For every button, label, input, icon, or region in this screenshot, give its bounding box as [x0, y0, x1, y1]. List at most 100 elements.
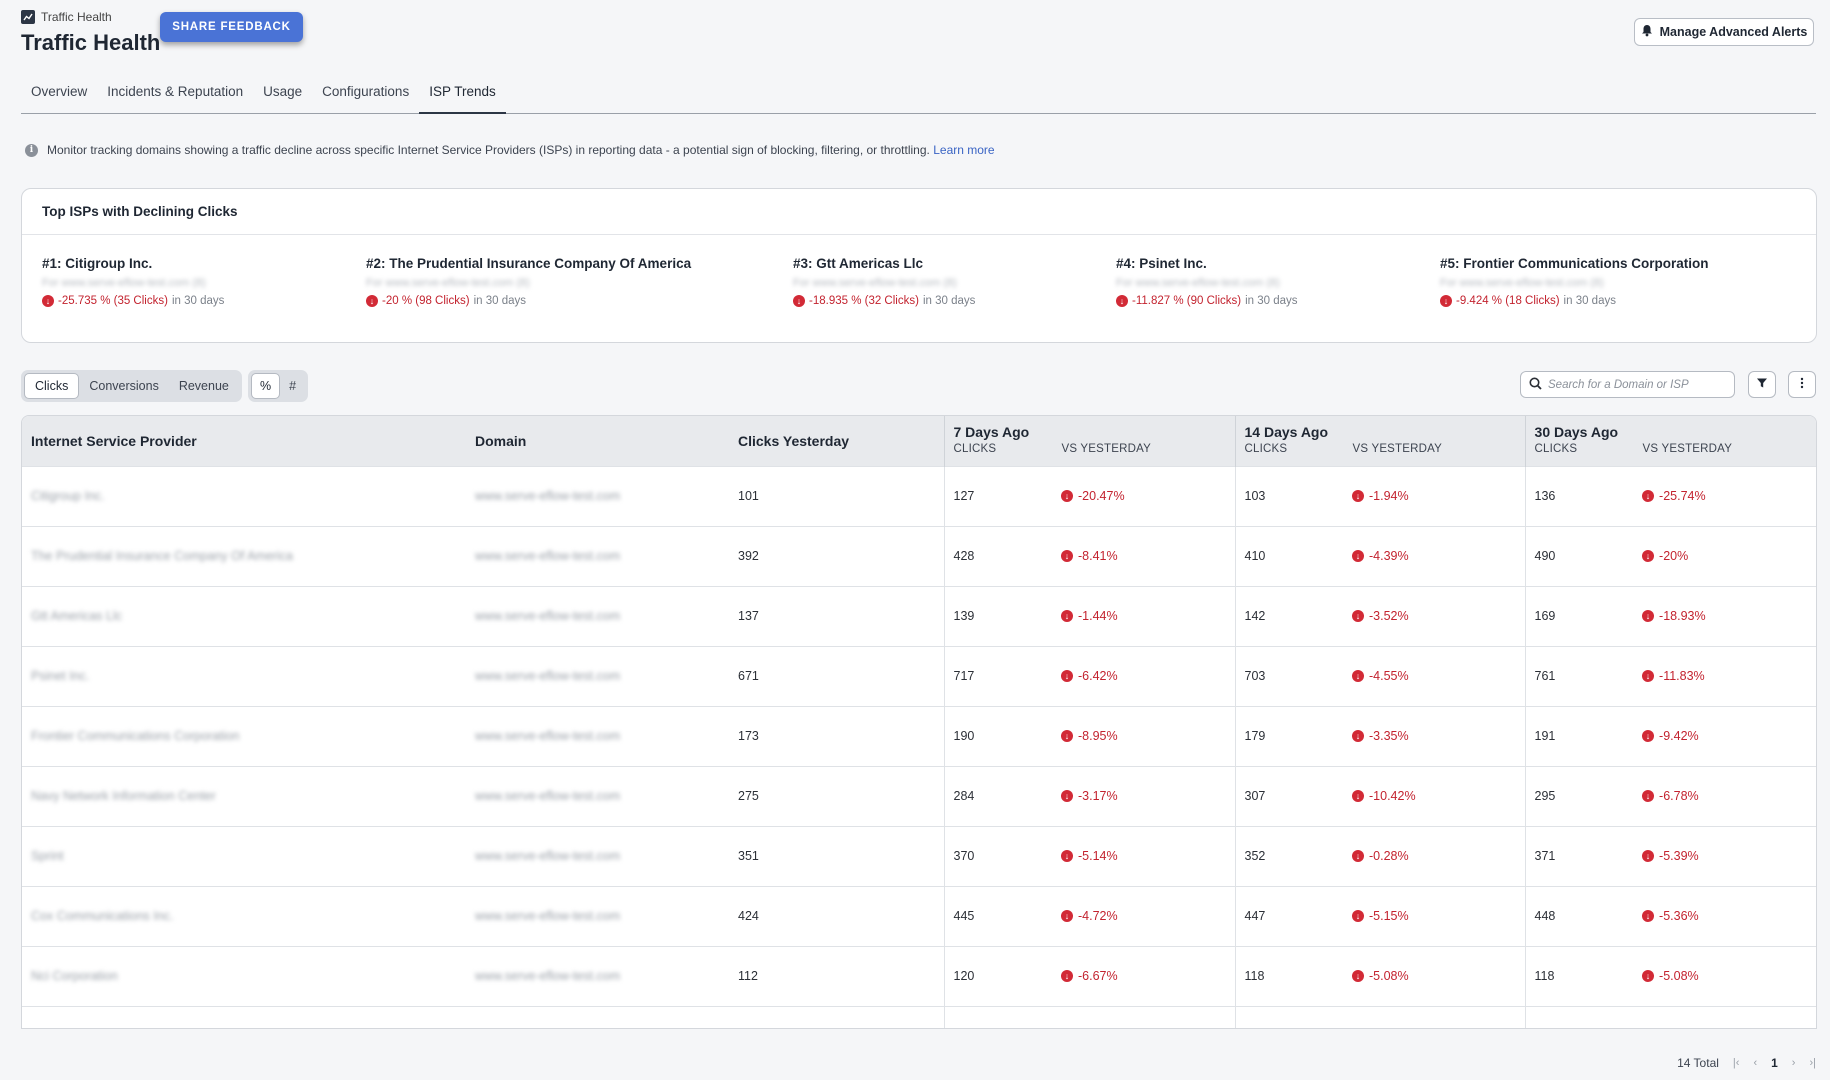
col-isp[interactable]: Internet Service Provider [31, 432, 197, 449]
table-row[interactable]: Gtt Americas Llc www.serve-eflow-test.com… [22, 585, 1816, 646]
delta: ↓ -20% [1642, 549, 1816, 563]
unit-percent[interactable]: % [251, 373, 281, 399]
col-vs-yesterday[interactable]: VS YESTERDAY [1642, 443, 1733, 455]
empty-cell [729, 1005, 944, 1028]
top-isps-card: Top ISPs with Declining Clicks #1: Citig… [21, 188, 1817, 343]
filter-button[interactable] [1748, 371, 1776, 398]
isp-name[interactable]: Frontier Communications Corporation [31, 729, 240, 743]
clicks-30-days-cell: 761 [1524, 645, 1634, 706]
top-isp-delta: ↓ -18.935 % (32 Clicks) in 30 days [793, 295, 975, 307]
isp-name[interactable]: Sprint [31, 849, 64, 863]
unit-count[interactable]: # [289, 379, 297, 393]
prev-page-icon[interactable]: ‹ [1753, 1057, 1758, 1069]
more-options-button[interactable] [1788, 371, 1816, 398]
delta: ↓ -10.42% [1352, 789, 1525, 803]
arrow-down-icon: ↓ [1061, 730, 1073, 742]
isp-name[interactable]: Nci Corporation [31, 969, 118, 983]
vs-yesterday-cell: ↓ -6.78% [1633, 765, 1816, 826]
delta-value: -18.935 % (32 Clicks) [809, 295, 919, 307]
clicks-yesterday-cell: 173 [729, 705, 944, 766]
isp-name[interactable]: Navy Network Information Center [31, 789, 216, 803]
delta-value: -4.72% [1078, 909, 1118, 923]
domain-name: www.serve-eflow-test.com [475, 489, 621, 503]
isp-name[interactable]: Cox Communications Inc. [31, 909, 174, 923]
isp-name[interactable]: Citigroup Inc. [31, 489, 105, 503]
isp-name[interactable]: Gtt Americas Llc [31, 609, 122, 623]
first-page-icon[interactable]: |‹ [1732, 1057, 1740, 1069]
metric-revenue[interactable]: Revenue [178, 379, 229, 393]
delta-value: -18.93% [1659, 609, 1706, 623]
arrow-down-icon: ↓ [1352, 670, 1365, 682]
table-row[interactable]: Sprint www.serve-eflow-test.com 351 370 ↓ -5.… [22, 825, 1816, 886]
arrow-down-icon: ↓ [1061, 970, 1073, 982]
search-input[interactable] [1548, 378, 1726, 391]
col-clicks[interactable]: CLICKS [1534, 443, 1578, 455]
table-row[interactable]: Cox Communications Inc. www.serve-eflow-t… [22, 885, 1816, 946]
clicks-yesterday-cell: 424 [729, 885, 944, 946]
breadcrumb-label[interactable]: Traffic Health [41, 10, 112, 24]
table-row[interactable] [22, 1005, 1816, 1028]
clicks-14-days-cell: 352 [1234, 825, 1344, 886]
col-clicks[interactable]: CLICKS [1244, 443, 1288, 455]
metric-conversions[interactable]: Conversions [89, 379, 159, 393]
delta-value: -4.55% [1369, 669, 1409, 683]
bell-icon [1641, 24, 1653, 40]
domain-cell: www.serve-eflow-test.com [466, 645, 729, 706]
vs-yesterday-cell: ↓ -5.39% [1633, 825, 1816, 886]
delta-value: -3.52% [1369, 609, 1409, 623]
page-title: Traffic Health [21, 30, 161, 55]
isp-trends-table: Internet Service Provider Domain Clicks … [21, 415, 1817, 1029]
table-row[interactable]: The Prudential Insurance Company Of Amer… [22, 525, 1816, 586]
delta-period: in 30 days [171, 295, 225, 307]
manage-alerts-button[interactable]: Manage Advanced Alerts [1634, 18, 1814, 46]
tab-incidents-reputation[interactable]: Incidents & Reputation [107, 84, 244, 99]
col-group-7-days: 7 Days Ago CLICKS VS YESTERDAY [943, 416, 1236, 466]
tab-usage[interactable]: Usage [263, 84, 303, 99]
col-vs-yesterday[interactable]: VS YESTERDAY [1061, 443, 1152, 455]
vs-yesterday-cell: ↓ -1.44% [1052, 585, 1236, 646]
tab-configurations[interactable]: Configurations [322, 84, 410, 99]
table-row[interactable]: Psinet Inc. www.serve-eflow-test.com 671 71… [22, 645, 1816, 706]
isp-name[interactable]: Psinet Inc. [31, 669, 90, 683]
delta: ↓ -6.78% [1642, 789, 1816, 803]
vs-yesterday-cell: ↓ -8.41% [1052, 525, 1236, 586]
delta-value: -25.74% [1659, 489, 1706, 503]
delta-value: -1.94% [1369, 489, 1409, 503]
delta-value: -1.44% [1078, 609, 1118, 623]
delta: ↓ -0.28% [1352, 849, 1525, 863]
share-feedback-button[interactable]: SHARE FEEDBACK [160, 12, 303, 42]
pagination: 14 Total |‹ ‹ 1 › ›| [1677, 1056, 1816, 1070]
tab-isp-trends[interactable]: ISP Trends [419, 78, 506, 114]
table-row[interactable]: Navy Network Information Center www.serve… [22, 765, 1816, 826]
table-row[interactable]: Citigroup Inc. www.serve-eflow-test.com 10… [22, 465, 1816, 526]
learn-more-link[interactable]: Learn more [933, 143, 995, 157]
col-vs-yesterday[interactable]: VS YESTERDAY [1352, 443, 1443, 455]
vs-yesterday-cell: ↓ -20% [1633, 525, 1816, 586]
arrow-down-icon: ↓ [1352, 490, 1365, 502]
tab-overview[interactable]: Overview [31, 84, 88, 99]
col-domain[interactable]: Domain [475, 432, 527, 449]
vs-yesterday-cell: ↓ -11.83% [1633, 645, 1816, 706]
isp-name[interactable]: The Prudential Insurance Company Of Amer… [31, 549, 293, 563]
current-page[interactable]: 1 [1771, 1056, 1778, 1070]
delta-value: -20 % (98 Clicks) [382, 295, 470, 307]
last-page-icon[interactable]: ›| [1809, 1057, 1816, 1069]
vs-yesterday-cell: ↓ -20.47% [1052, 465, 1236, 526]
arrow-down-icon: ↓ [1642, 850, 1655, 862]
clicks-7-days-cell: 445 [943, 885, 1052, 946]
col-clicks[interactable]: CLICKS [953, 443, 997, 455]
delta: ↓ -3.17% [1061, 789, 1235, 803]
table-row[interactable]: Frontier Communications Corporation www.s… [22, 705, 1816, 766]
domain-cell: www.serve-eflow-test.com [466, 765, 729, 826]
next-page-icon[interactable]: › [1791, 1057, 1796, 1069]
search-icon [1529, 377, 1542, 393]
clicks-yesterday-cell: 351 [729, 825, 944, 886]
col-clicks-yesterday[interactable]: Clicks Yesterday [738, 432, 850, 449]
table-row[interactable]: Nci Corporation www.serve-eflow-test.com 1… [22, 945, 1816, 1006]
clicks-7-days-cell: 127 [943, 465, 1052, 526]
search-box [1520, 371, 1735, 398]
group-title: 7 Days Ago [953, 424, 1030, 440]
metric-clicks[interactable]: Clicks [24, 373, 80, 399]
arrow-down-icon: ↓ [1642, 970, 1655, 982]
arrow-down-icon: ↓ [1352, 610, 1365, 622]
